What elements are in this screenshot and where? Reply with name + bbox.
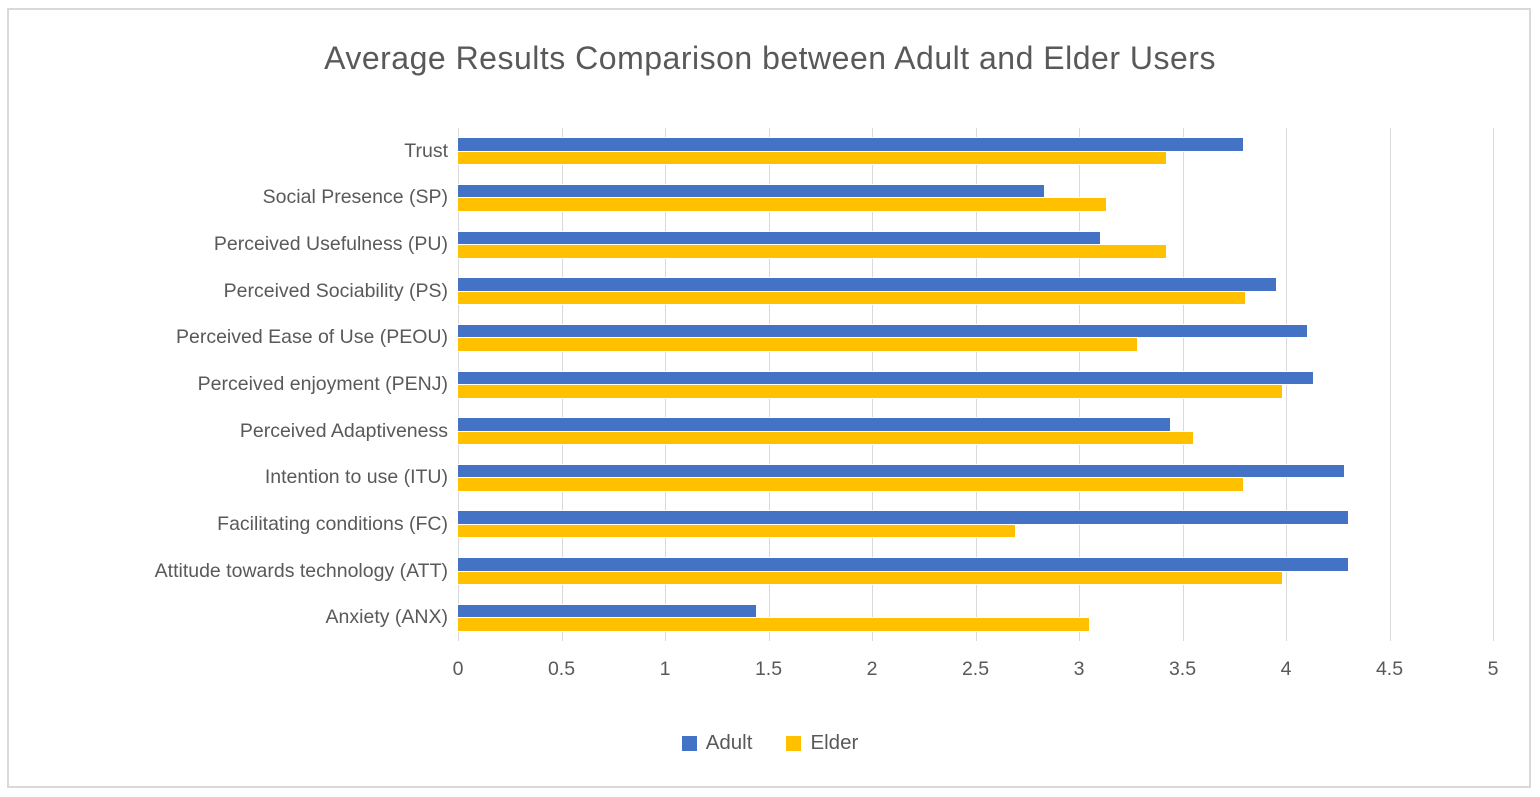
legend-label-adult: Adult <box>705 731 753 754</box>
legend-item-elder: Elder <box>786 731 858 755</box>
adult-series-swatch-icon <box>681 735 697 751</box>
legend: Adult Elder <box>0 728 1540 758</box>
legend-item-adult: Adult <box>681 731 753 755</box>
legend-label-elder: Elder <box>810 731 859 754</box>
chart-title: Average Results Comparison between Adult… <box>324 40 1216 76</box>
elder-series-swatch-icon <box>786 735 802 751</box>
chart-frame <box>7 8 1531 788</box>
